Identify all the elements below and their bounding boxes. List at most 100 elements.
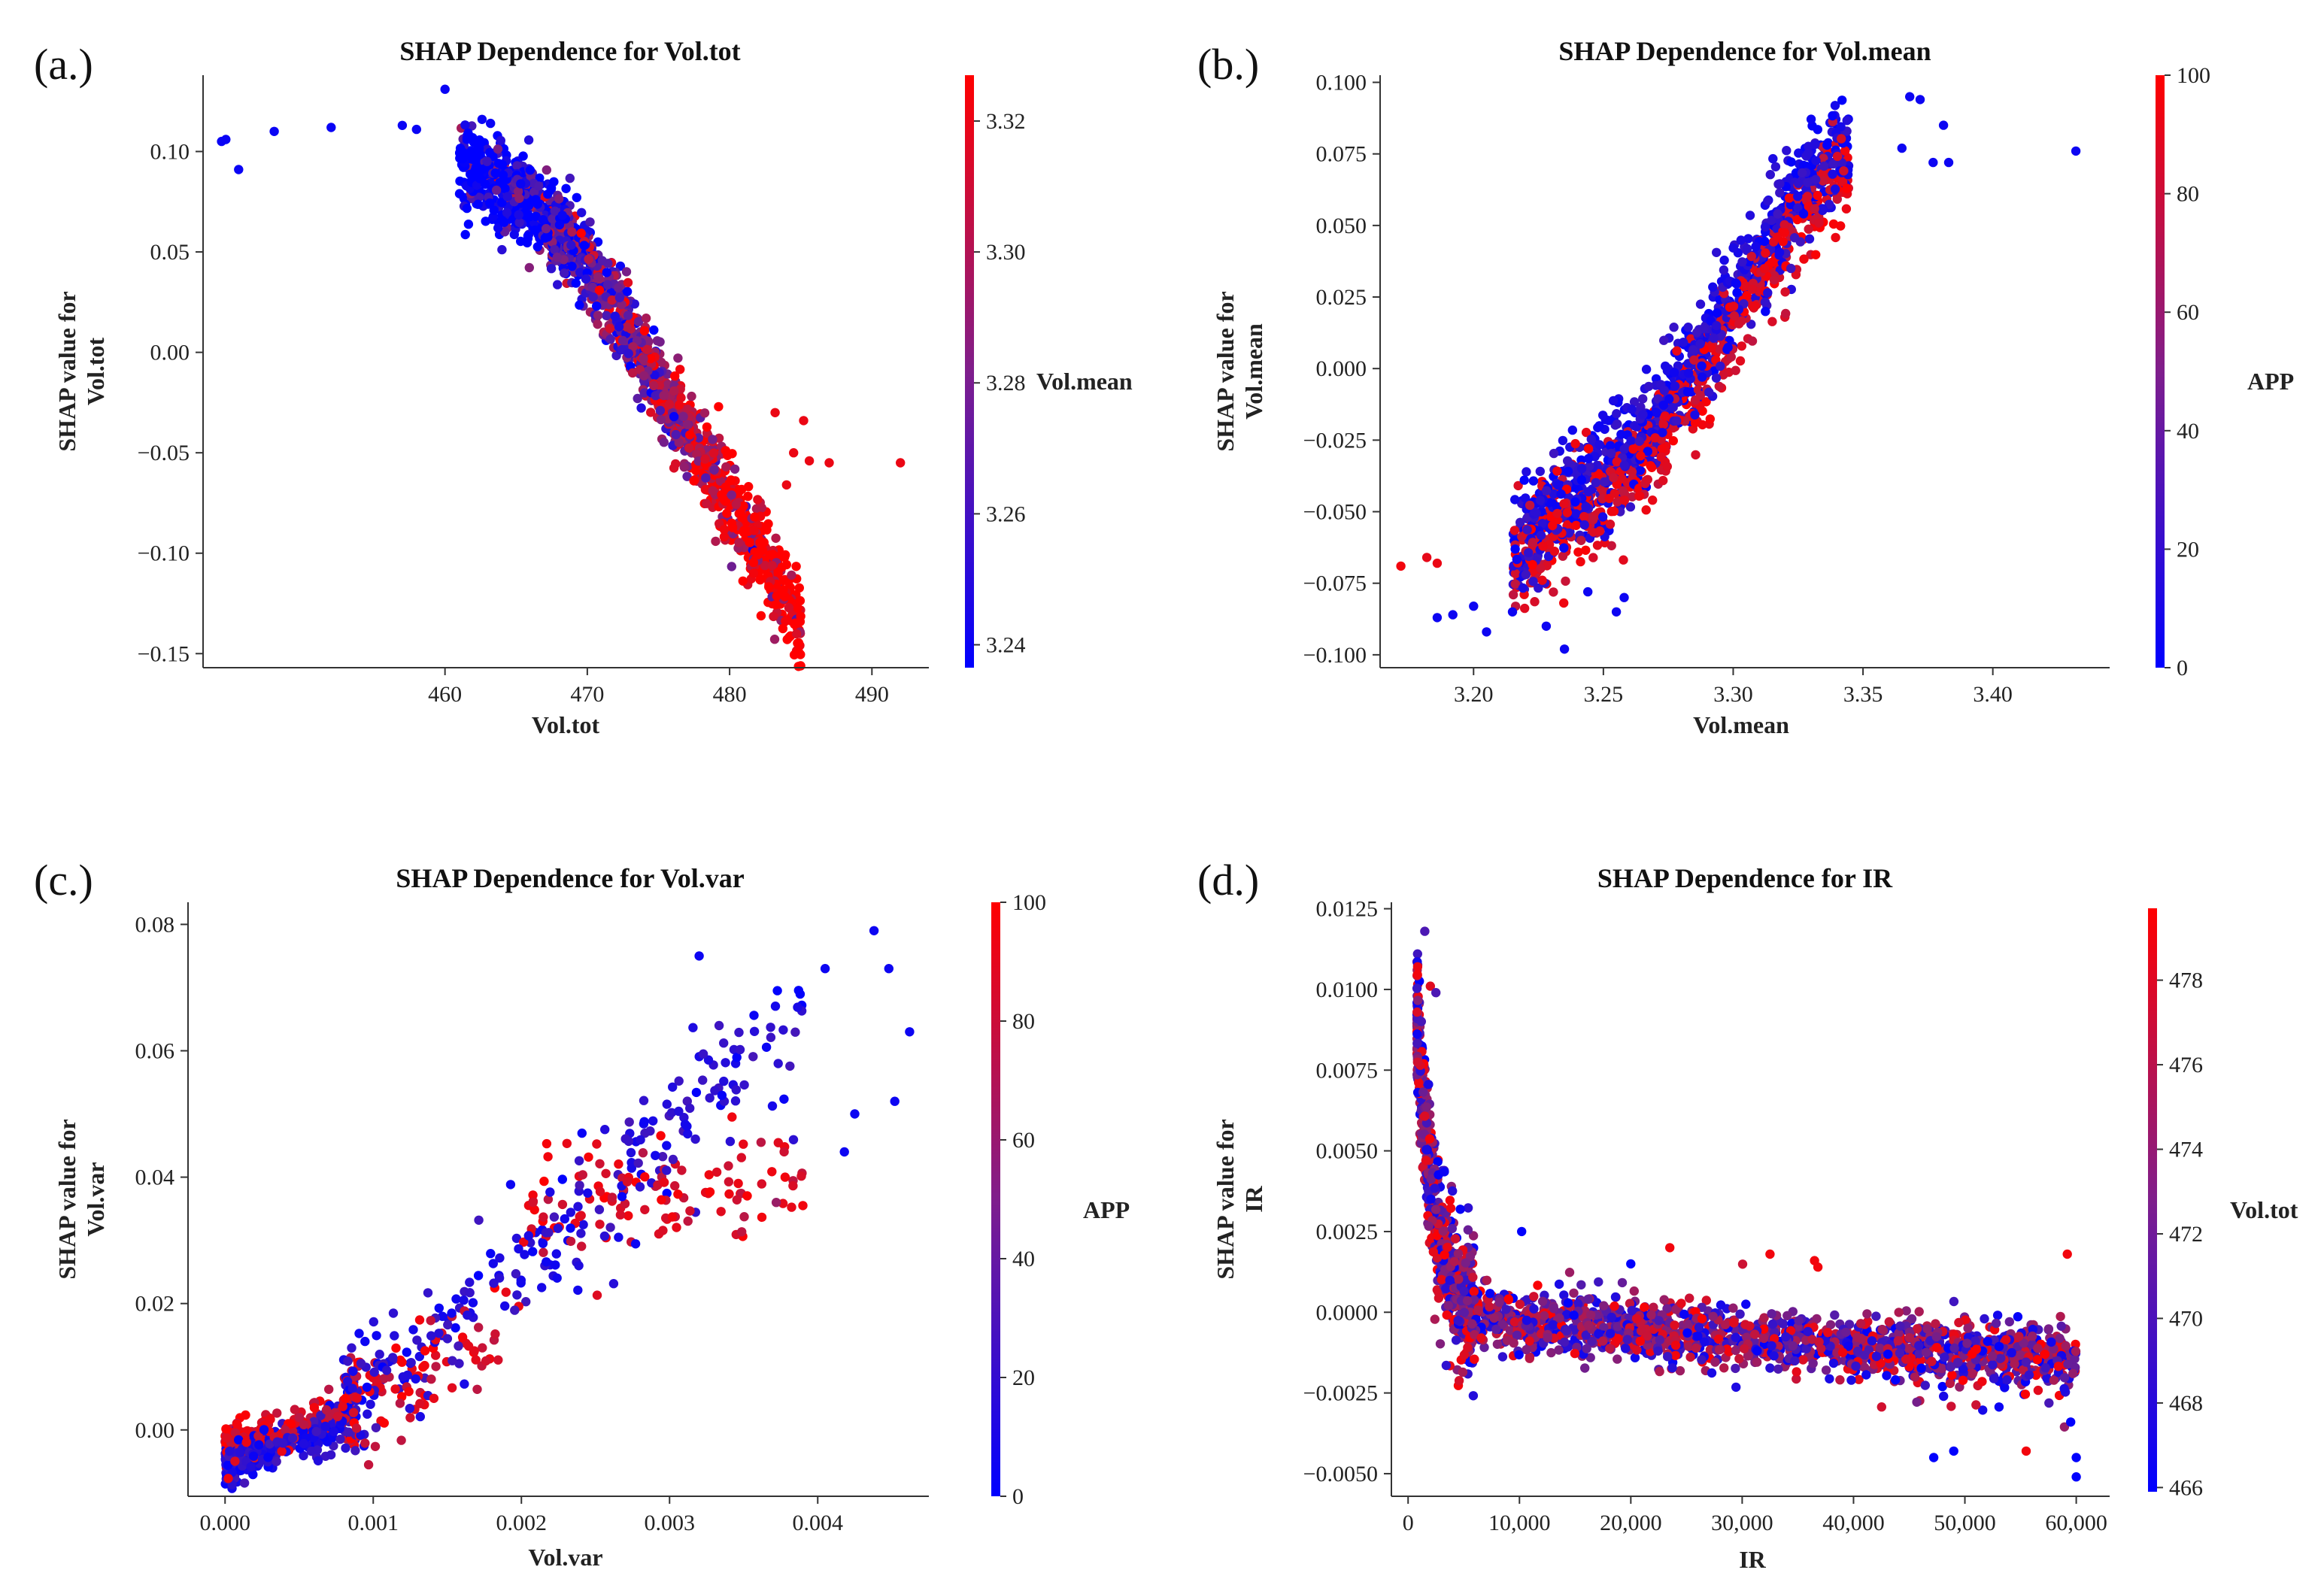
panel-b-point xyxy=(1592,541,1603,550)
panel-a-y-tick-label: 0.10 xyxy=(150,140,190,165)
panel-c-point xyxy=(658,1226,668,1235)
panel-c-point xyxy=(578,1170,587,1180)
panel-b-point xyxy=(1660,411,1670,421)
panel-a-point xyxy=(567,227,577,237)
panel-b-point xyxy=(1469,602,1479,611)
panel-c-point xyxy=(705,1187,715,1197)
panel-b-y-tick-label: 0.000 xyxy=(1316,356,1367,381)
panel-c-label: (c.) xyxy=(34,856,93,905)
panel-b-point xyxy=(1747,284,1757,294)
panel-b-point xyxy=(1588,515,1598,525)
panel-b-point xyxy=(1831,232,1840,243)
panel-b-point xyxy=(1558,551,1568,561)
panel-b-point xyxy=(1627,405,1637,414)
panel-b-point xyxy=(1691,450,1701,460)
panel-c-point xyxy=(225,1446,235,1456)
panel-b-point xyxy=(1774,247,1785,257)
panel-c-point xyxy=(254,1440,264,1450)
panel-b-x-tick-label: 3.25 xyxy=(1584,682,1624,707)
panel-b-point xyxy=(1661,361,1670,371)
panel-c-point xyxy=(698,1049,708,1059)
panel-a-point xyxy=(532,199,542,209)
panel-a-point xyxy=(674,438,684,447)
panel-b-point xyxy=(1683,323,1693,332)
panel-b-point xyxy=(1723,342,1733,353)
panel-c-point xyxy=(575,1180,584,1190)
panel-b-point xyxy=(1773,209,1782,219)
panel-b-point xyxy=(1634,436,1644,446)
panel-c-point xyxy=(780,1172,790,1182)
panel-b-point xyxy=(1448,610,1458,620)
panel-b-point xyxy=(1519,475,1529,485)
panel-c-y-tick-label: 0.06 xyxy=(135,1039,175,1064)
panel-c-point xyxy=(332,1411,343,1422)
panel-b-point xyxy=(1609,473,1619,483)
panel-c-point xyxy=(372,1331,381,1341)
panel-a-point xyxy=(655,337,665,347)
panel-c-point xyxy=(454,1341,463,1351)
panel-a-point xyxy=(512,161,522,171)
panel-b-point xyxy=(1626,436,1636,446)
panel-b-point xyxy=(1810,139,1820,150)
panel-b-point xyxy=(1712,321,1722,331)
panel-b-colorbar-tick-label: 20 xyxy=(2177,537,2199,562)
panel-b-x-label: Vol.mean xyxy=(1693,711,1789,738)
panel-a-point xyxy=(682,420,693,429)
panel-b-point xyxy=(1536,530,1546,541)
panel-c-point xyxy=(607,1193,617,1202)
panel-a-point xyxy=(656,414,666,425)
panel-c-point xyxy=(512,1290,522,1300)
panel-c-point xyxy=(352,1393,362,1403)
panel-b-point xyxy=(1799,254,1809,264)
panel-b-point xyxy=(1768,153,1778,164)
panel-a-point xyxy=(397,120,408,130)
panel-c-point xyxy=(560,1214,569,1224)
panel-a-point xyxy=(639,371,649,380)
panel-b-point xyxy=(1813,190,1822,201)
panel-a-y-tick-label: 0.05 xyxy=(150,240,190,265)
panel-c-point xyxy=(223,1474,233,1483)
panel-b-label: (b.) xyxy=(1197,40,1259,89)
panel-c-point xyxy=(442,1334,453,1344)
panel-a-point xyxy=(717,489,727,500)
panel-b-point xyxy=(1678,338,1688,347)
panel-c-point xyxy=(674,1076,684,1086)
panel-c-point xyxy=(615,1210,626,1220)
panel-c-colorbar-tick-label: 20 xyxy=(1012,1365,1035,1390)
panel-c-point xyxy=(486,1249,496,1259)
panel-b-point xyxy=(1897,143,1907,153)
panel-c-point xyxy=(605,1223,615,1232)
panel-a-point xyxy=(490,168,500,178)
panel-c-point xyxy=(635,1182,645,1192)
panel-a-point xyxy=(610,311,620,321)
panel-b-point xyxy=(1780,287,1790,297)
panel-b-point xyxy=(1822,140,1832,150)
panel-a-point xyxy=(633,393,642,404)
panel-b-point xyxy=(1732,287,1742,298)
panel-a-point xyxy=(675,365,685,374)
panel-a-x-ticks: 460 470 480 490 xyxy=(428,668,889,707)
panel-a-x-tick-label: 460 xyxy=(428,682,462,707)
panel-b-colorbar xyxy=(2156,75,2165,668)
panel-a-point xyxy=(577,208,587,217)
panel-c-point xyxy=(639,1096,649,1105)
panel-b-point xyxy=(1781,308,1791,319)
panel-a-point xyxy=(670,371,680,381)
panel-c-point xyxy=(577,1241,587,1251)
panel-b-point xyxy=(1767,317,1777,326)
panel-c-point xyxy=(630,1239,641,1249)
panel-c-point xyxy=(624,1117,634,1127)
panel-b-point xyxy=(1737,257,1747,267)
panel-c-point xyxy=(667,1212,678,1222)
panel-c-point xyxy=(249,1451,259,1461)
panel-b-point xyxy=(1943,157,1954,168)
panel-c-point xyxy=(549,1212,560,1222)
panel-c-point xyxy=(623,1136,634,1147)
panel-b-point xyxy=(1579,511,1589,522)
panel-a-y-label-line2: Vol.tot xyxy=(82,337,109,405)
panel-b-point xyxy=(1736,235,1746,245)
panel-a-point xyxy=(745,537,754,547)
panel-c-colorbar-tick-label: 80 xyxy=(1012,1009,1035,1034)
panel-b-point xyxy=(1635,465,1646,475)
panel-a-point xyxy=(593,320,602,329)
